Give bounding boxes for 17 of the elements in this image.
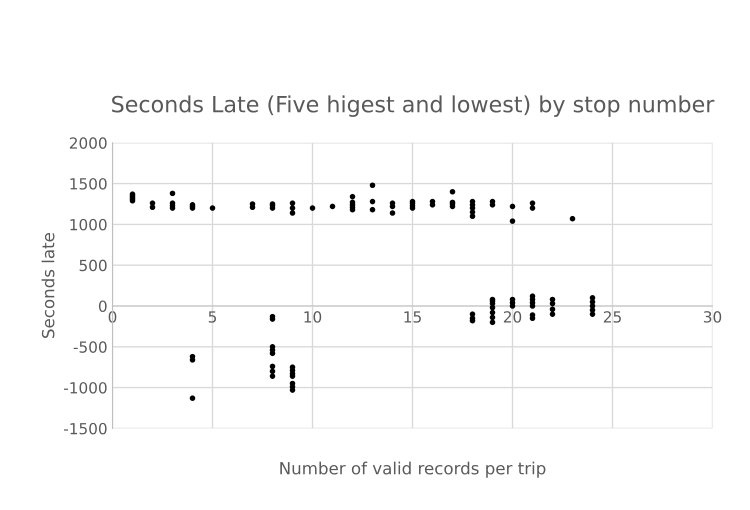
x-tick-label: 25 — [604, 311, 621, 323]
y-tick-label: 500 — [80, 260, 107, 272]
x-tick-label: 30 — [704, 311, 722, 323]
y-tick-label: -500 — [74, 341, 107, 353]
x-tick-label: 15 — [404, 311, 421, 323]
y-tick-label: 1000 — [70, 218, 107, 230]
y-tick-label: 1500 — [70, 178, 107, 190]
y-tick-label: -1500 — [64, 422, 107, 434]
x-tick-label: 20 — [504, 311, 522, 323]
chart-title: Seconds Late (Five higest and lowest) by stop number — [112, 95, 714, 117]
y-tick-label: 0 — [98, 300, 107, 312]
y-tick-label: -1000 — [64, 382, 107, 394]
y-axis-title: Seconds late — [42, 233, 54, 338]
y-tick-label: 2000 — [70, 137, 107, 149]
x-tick-label: 10 — [304, 311, 322, 323]
x-tick-label: 5 — [208, 311, 216, 323]
x-axis-title: Number of valid records per trip — [280, 462, 546, 478]
